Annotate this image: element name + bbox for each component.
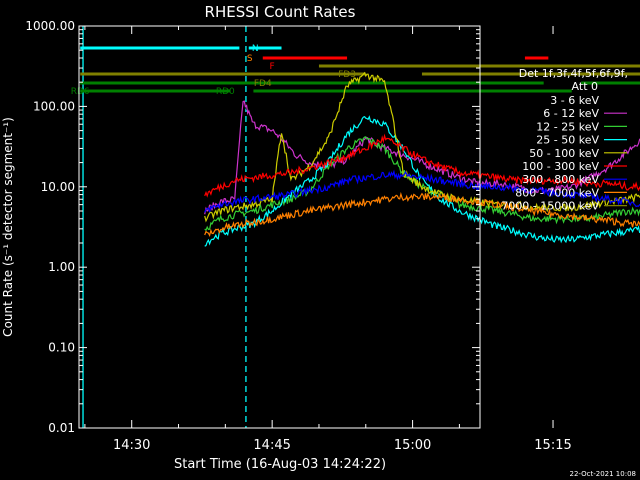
x-axis-label: Start Time (16-Aug-03 14:24:22) — [174, 457, 386, 472]
legend-label: 3 - 6 keV — [550, 94, 599, 107]
flag-label-f: F — [270, 62, 275, 72]
series-line-100-300-kev — [204, 133, 640, 198]
legend-label: 6 - 12 keV — [543, 107, 599, 120]
y-tick-label: 10.00 — [41, 180, 75, 194]
x-tick-label: 15:15 — [534, 438, 571, 453]
flag-label-n: N — [252, 44, 259, 54]
legend-label: 100 - 300 keV — [522, 160, 599, 173]
legend-label: 7000 - 15000 keV — [501, 200, 599, 213]
series-line-800-7000-kev — [204, 191, 640, 238]
flag-label-fd4: FD4 — [254, 79, 272, 89]
y-tick-label: 1.00 — [48, 260, 75, 274]
flag-label-rd6: RD6 — [71, 87, 90, 97]
timestamp: 22-Oct-2021 10:08 — [570, 470, 636, 478]
y-tick-label: 1000.00 — [25, 19, 75, 33]
legend-label: 50 - 100 keV — [529, 147, 599, 160]
legend-header-2: Att 0 — [572, 80, 598, 93]
series-line-3-6-kev — [204, 100, 640, 293]
series-line-50-100-kev — [204, 71, 640, 223]
legend-label: 800 - 7000 keV — [515, 186, 599, 199]
legend-label: 25 - 50 keV — [536, 134, 599, 147]
flag-label-fd3: FD3 — [338, 70, 356, 80]
x-tick-label: 15:00 — [394, 438, 431, 453]
plot-frame — [78, 25, 481, 429]
flag-label-s: S — [247, 54, 253, 64]
x-tick-label: 14:45 — [253, 438, 290, 453]
chart-title: RHESSI Count Rates — [205, 3, 356, 21]
y-axis-label: Count Rate (s⁻¹ detector segment⁻¹) — [1, 117, 15, 337]
x-tick-label: 14:30 — [113, 438, 150, 453]
y-tick-label: 0.10 — [48, 341, 75, 355]
series-line-300-800-kev — [204, 169, 640, 213]
y-tick-label: 100.00 — [33, 99, 75, 113]
legend-header-1: Det 1f,3f,4f,5f,6f,9f, — [519, 67, 628, 80]
y-tick-label: 0.01 — [48, 421, 75, 435]
legend-label: 300 - 800 keV — [522, 173, 599, 186]
legend-label: 12 - 25 keV — [536, 120, 599, 133]
flag-label-rd0: RD0 — [216, 87, 235, 97]
